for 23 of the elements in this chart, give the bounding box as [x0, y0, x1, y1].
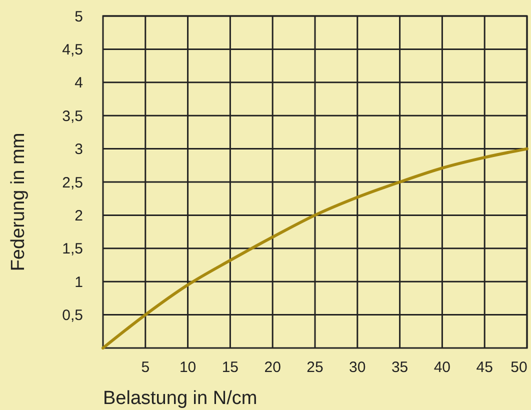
x-tick-label: 40 [434, 359, 451, 376]
x-tick-label: 10 [179, 359, 196, 376]
y-tick-label: 4 [74, 74, 83, 92]
x-tick-label: 5 [141, 359, 150, 376]
line-series [102, 147, 528, 350]
x-tick-label: 50 [510, 359, 528, 376]
x-tick-label: 30 [349, 359, 366, 376]
y-tick-label: 1,5 [62, 240, 83, 258]
y-tick-label: 5 [74, 8, 83, 26]
x-tick-label: 35 [391, 359, 408, 376]
x-tick-label: 25 [306, 359, 324, 376]
x-tick-label: 45 [476, 359, 493, 376]
y-tick-label: 3,5 [62, 108, 83, 125]
y-tick-label: 2,5 [62, 174, 83, 192]
y-tick-label: 0,5 [62, 307, 83, 324]
y-tick-label: 4,5 [62, 41, 83, 58]
x-tick-label: 20 [264, 359, 281, 376]
y-tick-label: 1 [74, 274, 83, 291]
x-tick-label: 15 [222, 359, 239, 376]
y-tick-label: 3 [74, 141, 83, 158]
x-axis-title: Belastung in N/cm [103, 388, 258, 409]
y-tick-label: 2 [74, 207, 83, 224]
y-axis-title: Federung in mm [8, 132, 29, 272]
